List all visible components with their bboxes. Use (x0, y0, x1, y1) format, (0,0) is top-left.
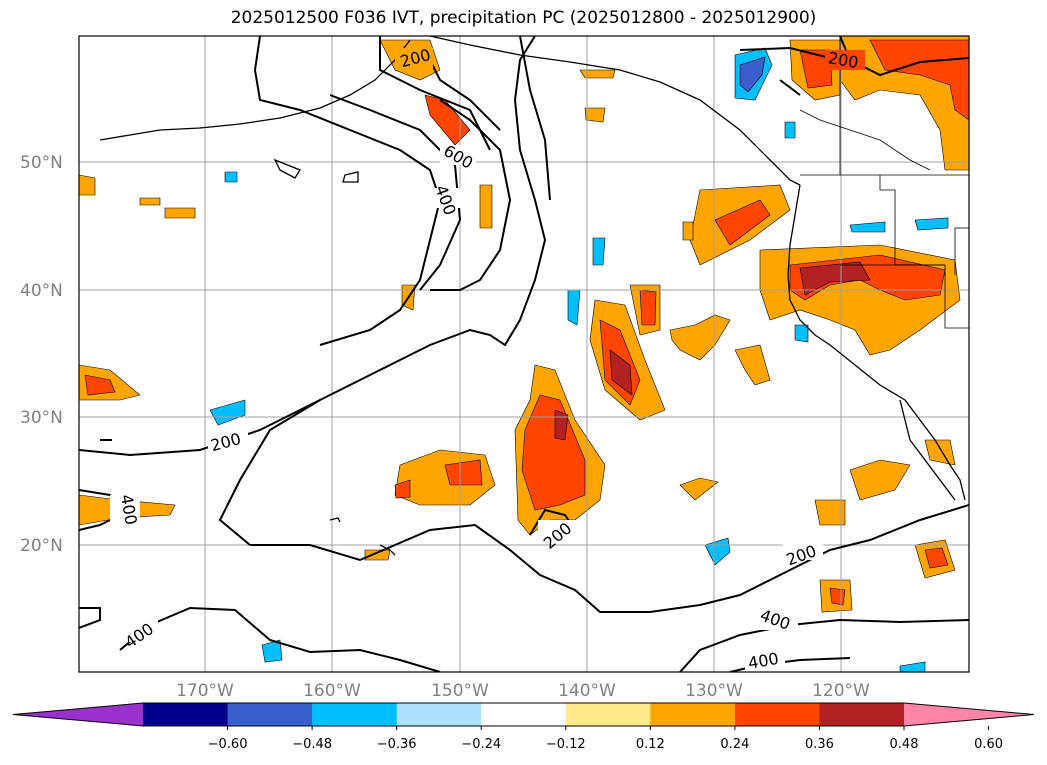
colorbar-segment (734, 703, 820, 726)
coastlines (99, 36, 966, 556)
graticule (79, 36, 969, 672)
contour-labels: 200 600 400 400 400 200 200 200 400 400 … (110, 45, 865, 673)
colorbar-tick-label: 0.48 (890, 737, 919, 752)
colorbar-segment (819, 703, 905, 726)
colorbar-extend-low (13, 703, 143, 726)
colorbar-tick-label: 0.24 (720, 737, 749, 752)
lat-label: 30°N (20, 408, 63, 428)
lon-label: 170°W (176, 681, 234, 701)
longitude-labels: 170°W 160°W 150°W 140°W 130°W 120°W (176, 681, 870, 701)
colorbar-tick-label: −0.36 (377, 737, 417, 752)
colorbar-tick-label: 0.36 (805, 737, 834, 752)
colorbar-segment (143, 703, 229, 726)
lat-label: 20°N (20, 536, 63, 556)
colorbar-tick-label: −0.12 (546, 737, 586, 752)
colorbar-segment (565, 703, 651, 726)
map-frame (78, 35, 970, 673)
colorbar-tick-label: −0.60 (208, 737, 248, 752)
colorbar-segment (650, 703, 736, 726)
map-panel (78, 35, 970, 673)
colorbar-tick-label: 0.12 (636, 737, 665, 752)
colorbar: −0.60 −0.48 −0.36 −0.24 −0.12 0.12 0.24 0.36 0.4… (12, 702, 1035, 752)
lon-label: 160°W (303, 681, 361, 701)
lat-label: 40°N (20, 281, 63, 301)
latitude-labels: 50°N 40°N 30°N 20°N (20, 153, 63, 556)
colorbar-segment (396, 703, 482, 726)
lon-label: 140°W (558, 681, 616, 701)
colorbar-extend-high (904, 703, 1034, 726)
precip-negative-shading (209, 47, 949, 672)
lat-label: 50°N (20, 153, 63, 173)
colorbar-tick-label: 0.60 (974, 737, 1003, 752)
lon-label: 130°W (685, 681, 743, 701)
lon-label: 150°W (431, 681, 489, 701)
lon-label: 120°W (812, 681, 870, 701)
colorbar-segment (312, 703, 398, 726)
colorbar-outline (12, 702, 1035, 727)
colorbar-tick-label: −0.24 (461, 737, 501, 752)
map-title: 2025012500 F036 IVT, precipitation PC (2… (230, 8, 817, 28)
colorbar-tick-label: −0.48 (292, 737, 332, 752)
colorbar-segment (481, 703, 567, 726)
colorbar-segment (227, 703, 313, 726)
